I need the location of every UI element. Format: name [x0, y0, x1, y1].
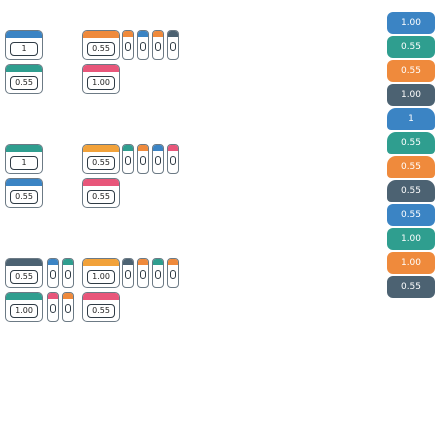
badge-cap	[138, 31, 148, 37]
filled-badge[interactable]: 1.00	[387, 12, 435, 34]
badge-cap	[168, 145, 178, 151]
badge-dot	[125, 156, 131, 165]
badge-tile[interactable]: 0.55	[82, 178, 120, 208]
badge-dot	[50, 270, 56, 279]
badge-topbar	[83, 145, 119, 152]
badge-cap	[123, 145, 133, 151]
vertical-badge[interactable]	[47, 292, 59, 322]
badge-value: 1.00	[87, 76, 115, 90]
badge-value: 0.55	[10, 270, 38, 284]
badge-tile[interactable]: 0.55	[5, 178, 43, 208]
badge-cap	[63, 259, 73, 265]
vertical-badge[interactable]	[167, 30, 179, 60]
vertical-badge[interactable]	[122, 144, 134, 174]
vertical-badge[interactable]	[122, 258, 134, 288]
badge-dot	[155, 42, 161, 51]
badge-cap	[48, 293, 58, 299]
vertical-badge[interactable]	[167, 144, 179, 174]
badge-cap	[168, 31, 178, 37]
filled-badge[interactable]: 1	[387, 108, 435, 130]
badge-topbar	[6, 145, 42, 152]
badge-dot	[125, 270, 131, 279]
badge-cap	[138, 259, 148, 265]
filled-badge[interactable]: 0.55	[387, 204, 435, 226]
badge-topbar	[6, 31, 42, 38]
badge-tile[interactable]: 1.00	[82, 64, 120, 94]
filled-badge[interactable]: 1.00	[387, 252, 435, 274]
badge-dot	[170, 270, 176, 279]
badge-tile[interactable]: 0.55	[82, 30, 120, 60]
badge-cap	[153, 259, 163, 265]
badge-cap	[48, 259, 58, 265]
badge-dot	[170, 156, 176, 165]
badge-dot	[155, 270, 161, 279]
badge-tile[interactable]: 0.55	[5, 258, 43, 288]
badge-tile[interactable]: 1	[5, 144, 43, 174]
vertical-badge[interactable]	[152, 144, 164, 174]
badge-cap	[138, 145, 148, 151]
badge-dot	[155, 156, 161, 165]
vertical-badge[interactable]	[122, 30, 134, 60]
badge-value: 1.00	[10, 304, 38, 318]
badge-value: 0.55	[87, 156, 115, 170]
badge-topbar	[83, 31, 119, 38]
badge-dot	[50, 304, 56, 313]
filled-badge[interactable]: 0.55	[387, 132, 435, 154]
badge-dot	[140, 156, 146, 165]
vertical-badge[interactable]	[152, 258, 164, 288]
badge-tile[interactable]: 1.00	[5, 292, 43, 322]
badge-tile[interactable]: 1	[5, 30, 43, 60]
badge-cap	[153, 145, 163, 151]
badge-cap	[123, 259, 133, 265]
badge-topbar	[83, 179, 119, 186]
badge-dot	[140, 42, 146, 51]
badge-tile[interactable]: 0.55	[82, 144, 120, 174]
badge-topbar	[6, 259, 42, 266]
vertical-badge[interactable]	[167, 258, 179, 288]
vertical-badge[interactable]	[137, 144, 149, 174]
filled-badge[interactable]: 0.55	[387, 156, 435, 178]
badge-value: 1.00	[87, 270, 115, 284]
vertical-badge[interactable]	[62, 258, 74, 288]
badge-tile[interactable]: 0.55	[5, 64, 43, 94]
vertical-badge[interactable]	[62, 292, 74, 322]
badge-topbar	[83, 65, 119, 72]
badge-dot	[65, 304, 71, 313]
filled-badge[interactable]: 0.55	[387, 276, 435, 298]
vertical-badge[interactable]	[137, 258, 149, 288]
badge-value: 0.55	[87, 190, 115, 204]
badge-dot	[140, 270, 146, 279]
badge-topbar	[83, 293, 119, 300]
filled-badge[interactable]: 0.55	[387, 60, 435, 82]
badge-topbar	[83, 259, 119, 266]
filled-badge[interactable]: 0.55	[387, 180, 435, 202]
badge-value: 0.55	[10, 76, 38, 90]
vertical-badge[interactable]	[137, 30, 149, 60]
badge-topbar	[6, 179, 42, 186]
badge-cap	[153, 31, 163, 37]
badge-tile[interactable]: 1.00	[82, 258, 120, 288]
badge-value: 1	[10, 156, 38, 170]
filled-badge[interactable]: 1.00	[387, 84, 435, 106]
badge-dot	[65, 270, 71, 279]
badge-topbar	[6, 293, 42, 300]
badge-value: 1	[10, 42, 38, 56]
vertical-badge[interactable]	[47, 258, 59, 288]
badge-value: 0.55	[87, 42, 115, 56]
badge-topbar	[6, 65, 42, 72]
vertical-badge[interactable]	[152, 30, 164, 60]
badge-dot	[170, 42, 176, 51]
filled-badge[interactable]: 1.00	[387, 228, 435, 250]
badge-value: 0.55	[10, 190, 38, 204]
badge-value: 0.55	[87, 304, 115, 318]
right-badge-column: 1.00 0.55 0.55 1.00 1 0.55 0.55 0.55 0.5…	[387, 12, 435, 392]
filled-badge[interactable]: 0.55	[387, 36, 435, 58]
badge-tile[interactable]: 0.55	[82, 292, 120, 322]
badge-cap	[63, 293, 73, 299]
badge-cap	[168, 259, 178, 265]
badge-cap	[123, 31, 133, 37]
badge-dot	[125, 42, 131, 51]
